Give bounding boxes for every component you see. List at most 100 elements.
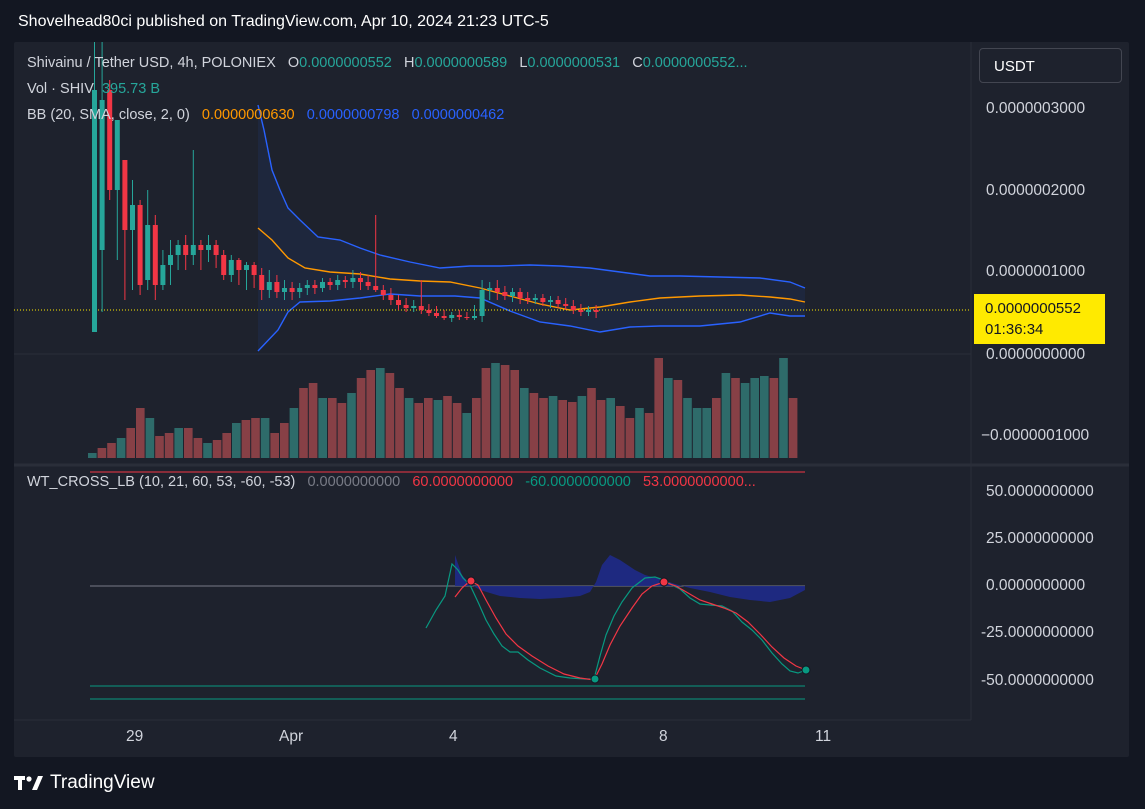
time-axis-label[interactable]: 11 <box>815 728 832 745</box>
candle-body <box>297 288 303 292</box>
wt-value-4: 53.0000000000... <box>642 474 756 490</box>
bb-upper-line <box>257 104 806 289</box>
volume-bar <box>328 398 337 458</box>
candle-body <box>593 310 599 312</box>
volume-bar <box>424 398 433 458</box>
wt-value-3: -60.0000000000 <box>525 474 631 490</box>
volume-bar <box>289 408 299 458</box>
volume-bar <box>404 398 414 458</box>
volume-bar <box>568 402 577 458</box>
current-price-tag: 0.0000000552 01:36:34 <box>974 294 1105 344</box>
bb-lower-value: 0.0000000462 <box>411 107 505 123</box>
candle-body <box>403 305 409 308</box>
wt-cross-down-dot-2 <box>659 577 669 587</box>
candle-body <box>251 265 257 275</box>
candle-body <box>517 292 523 298</box>
candle-body <box>145 225 151 280</box>
volume-legend: Vol · SHIV 395.73 B <box>27 81 160 97</box>
time-axis-label[interactable]: 29 <box>126 728 144 745</box>
volume-bar <box>241 420 251 458</box>
volume-bar <box>136 408 145 458</box>
wt-cross-up-dot-2 <box>801 665 811 675</box>
symbol-title[interactable]: Shivainu / Tether USD, 4h, POLONIEX <box>27 55 276 71</box>
candle-body <box>259 275 265 290</box>
time-axis-label[interactable]: 4 <box>449 728 458 745</box>
wt-axis-label[interactable]: 25.0000000000 <box>986 530 1094 547</box>
candle-body <box>426 310 432 313</box>
price-axis-label[interactable]: 0.0000001000 <box>986 263 1086 280</box>
candle-body <box>168 255 173 265</box>
candle-body <box>228 260 234 275</box>
high-value: 0.0000000589 <box>414 55 508 71</box>
wt-label[interactable]: WT_CROSS_LB (10, 21, 60, 53, -60, -53) <box>27 474 296 490</box>
volume-bar <box>510 370 519 458</box>
candle-body <box>449 315 455 318</box>
price-axis-label[interactable]: 0.0000000000 <box>986 346 1086 363</box>
candle-body <box>487 288 493 290</box>
bb-lower-line <box>257 293 805 352</box>
wt-histogram-area <box>455 555 805 602</box>
volume-label[interactable]: Vol · SHIV <box>27 81 94 97</box>
volume-bar <box>472 398 481 458</box>
high-label: H <box>403 55 415 71</box>
candle-body <box>92 90 97 332</box>
close-label: C <box>632 55 643 71</box>
volume-bar <box>491 363 500 458</box>
candle-body <box>206 245 211 250</box>
candle-body <box>479 290 485 316</box>
candle-body <box>350 278 356 282</box>
bb-label[interactable]: BB (20, SMA, close, 2, 0) <box>27 107 190 123</box>
currency-button[interactable]: USDT <box>979 48 1122 83</box>
price-axis-label[interactable]: 0.0000003000 <box>986 100 1086 117</box>
volume-bar <box>692 408 702 458</box>
candle-body <box>418 306 424 310</box>
volume-bar <box>712 398 721 458</box>
wt-axis-label[interactable]: 50.0000000000 <box>986 483 1094 500</box>
volume-bar <box>548 396 558 458</box>
candle-body <box>213 245 219 255</box>
tradingview-logo[interactable]: TradingView <box>14 770 155 796</box>
wt-axis-label[interactable]: 0.0000000000 <box>986 577 1086 594</box>
candle-body <box>198 245 204 250</box>
price-axis-label[interactable]: −0.0000001000 <box>981 427 1090 444</box>
volume-bar <box>308 383 318 458</box>
volume-bar <box>596 400 606 458</box>
volume-bar <box>251 418 260 458</box>
candle-body <box>411 306 417 308</box>
time-axis-label[interactable]: Apr <box>279 728 304 745</box>
candle-body <box>472 316 477 318</box>
candle-countdown: 01:36:34 <box>985 321 1044 338</box>
candle-body <box>130 205 135 230</box>
volume-bar <box>184 428 193 458</box>
open-label: O <box>287 55 300 71</box>
volume-bar <box>270 433 279 458</box>
price-axis-label[interactable]: 0.0000002000 <box>986 182 1086 199</box>
volume-bar <box>788 398 798 458</box>
volume-bar <box>376 368 385 458</box>
candle-body <box>289 288 295 292</box>
candle-body <box>555 300 561 304</box>
candle-body <box>434 313 439 316</box>
candle-body <box>540 298 546 302</box>
bb-upper-value: 0.0000000798 <box>306 107 400 123</box>
candle-body <box>282 288 287 292</box>
volume-bar <box>433 400 443 458</box>
candle-body <box>532 298 538 300</box>
time-axis-label[interactable]: 8 <box>659 728 668 745</box>
candle-body <box>304 285 310 288</box>
wt-axis-label[interactable]: -50.0000000000 <box>981 672 1094 689</box>
wt-axis-label[interactable]: -25.0000000000 <box>981 624 1094 641</box>
volume-bar <box>299 388 308 458</box>
candle-body <box>107 90 113 190</box>
candle-body <box>494 288 500 292</box>
volume-bar <box>203 443 212 458</box>
volume-bar <box>97 448 107 458</box>
volume-bar <box>347 393 356 458</box>
volume-bar <box>107 443 116 458</box>
wt-value-1: 0.0000000000 <box>307 474 401 490</box>
volume-bar <box>164 433 174 458</box>
candle-body <box>137 205 143 285</box>
chart-panel[interactable] <box>14 42 1129 757</box>
wt1-line <box>425 562 807 680</box>
